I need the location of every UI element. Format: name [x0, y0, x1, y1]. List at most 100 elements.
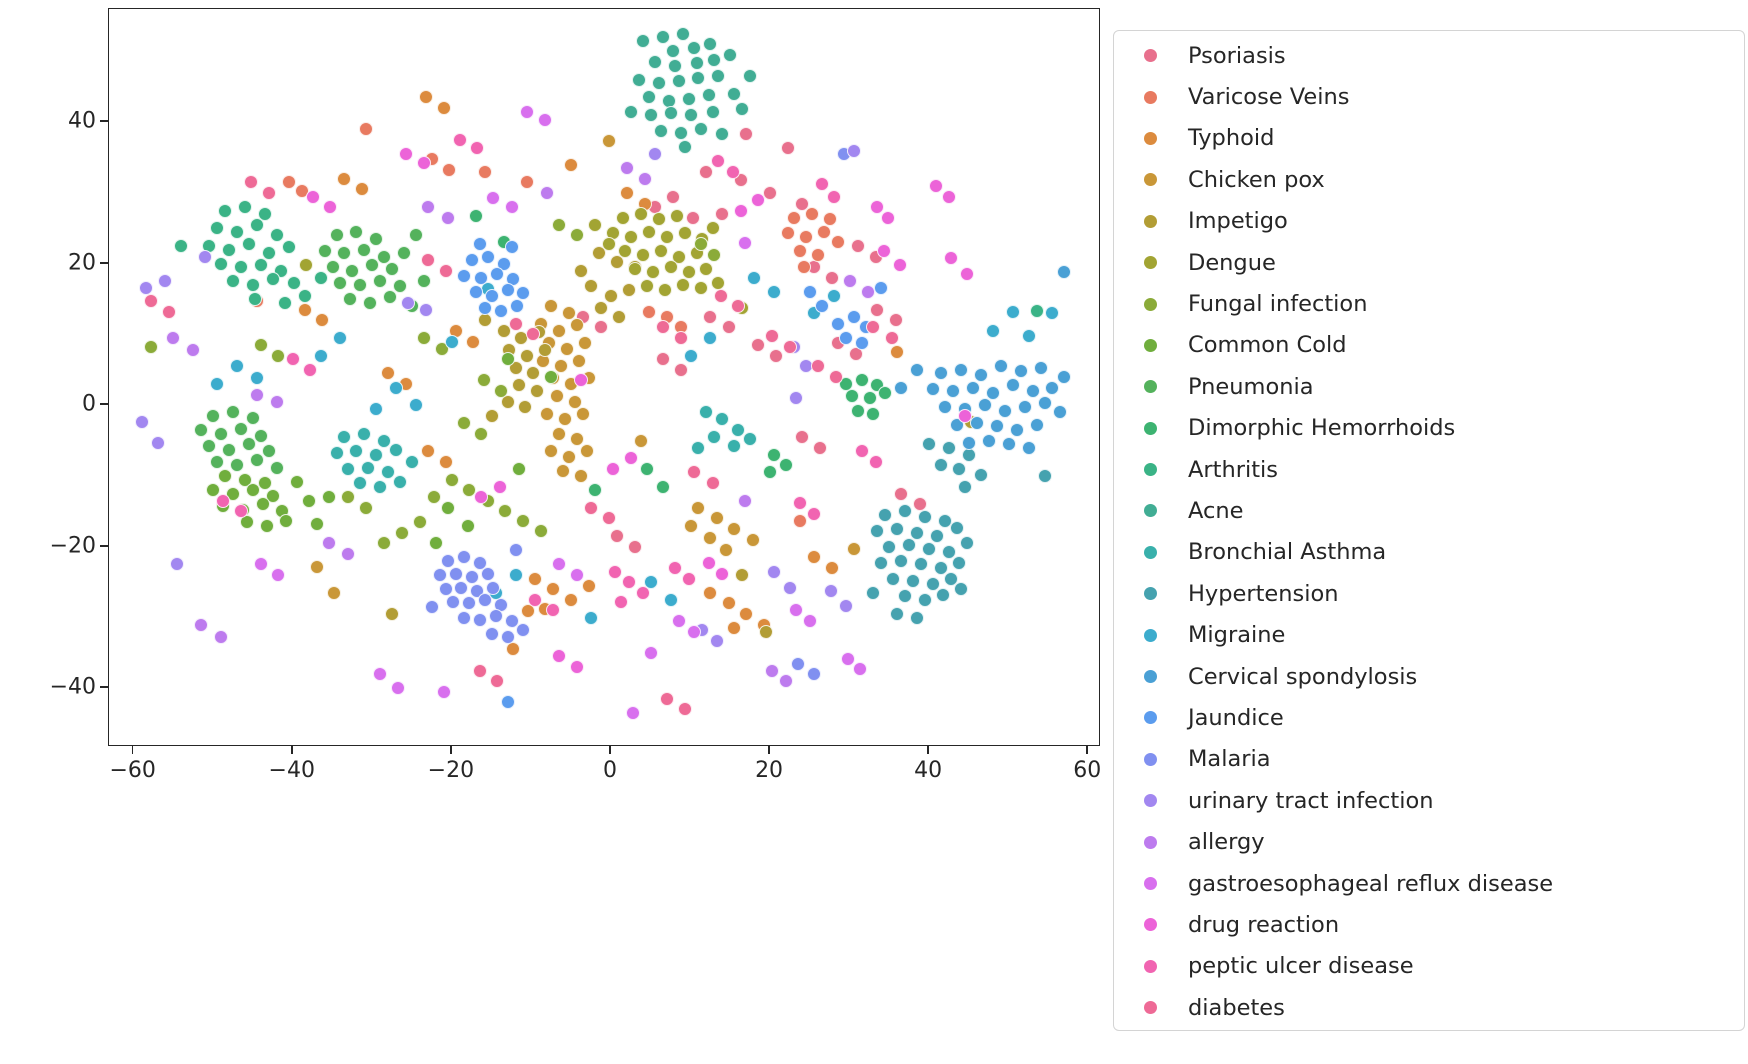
scatter-point: [866, 585, 881, 600]
scatter-point: [500, 352, 515, 367]
scatter-point: [242, 437, 256, 452]
scatter-point: [230, 458, 245, 473]
scatter-point: [474, 270, 489, 285]
scatter-point: [362, 295, 377, 310]
scatter-point: [642, 224, 657, 239]
scatter-point: [238, 472, 253, 487]
scatter-point: [910, 610, 925, 625]
legend-label: drug reaction: [1188, 911, 1340, 938]
legend-swatch-icon: [1144, 545, 1157, 559]
scatter-point: [960, 536, 975, 551]
scatter-point: [478, 592, 493, 607]
scatter-point: [454, 580, 469, 595]
scatter-point: [420, 444, 435, 459]
scatter-point: [892, 258, 907, 273]
scatter-point: [572, 353, 587, 368]
legend-label: Bronchial Asthma: [1188, 539, 1387, 566]
scatter-point: [516, 623, 531, 638]
scatter-point: [472, 556, 487, 571]
scatter-point: [850, 239, 865, 254]
x-tick-label: −40: [268, 758, 315, 783]
legend-item: Dengue: [1114, 242, 1744, 283]
scatter-point: [782, 580, 797, 595]
legend-label: Chicken pox: [1188, 166, 1325, 193]
scatter-point: [561, 306, 576, 321]
scatter-point: [797, 260, 812, 275]
scatter-point: [373, 667, 388, 682]
scatter-point: [417, 155, 432, 170]
scatter-point: [886, 571, 901, 586]
scatter-point: [973, 467, 988, 482]
scatter-point: [573, 373, 588, 388]
scatter-point: [671, 74, 686, 89]
scatter-point: [814, 177, 829, 192]
x-tick-label: −20: [427, 758, 475, 783]
scatter-point: [655, 320, 670, 335]
scatter-point: [540, 407, 555, 422]
scatter-point: [393, 279, 408, 294]
legend-item: Malaria: [1114, 739, 1744, 780]
scatter-point: [234, 421, 249, 436]
scatter-point: [397, 246, 412, 261]
scatter-point: [420, 253, 435, 268]
scatter-point: [249, 387, 264, 402]
scatter-point: [691, 71, 706, 86]
scatter-point: [287, 275, 302, 290]
scatter-point: [432, 568, 447, 583]
scatter-point: [715, 207, 730, 222]
scatter-point: [977, 398, 992, 413]
scatter-point: [253, 557, 268, 572]
scatter-point: [389, 442, 404, 457]
scatter-point: [898, 504, 913, 519]
scatter-point: [321, 490, 336, 505]
scatter-point: [504, 240, 519, 255]
scatter-point: [206, 483, 221, 498]
legend-label: Fungal infection: [1188, 291, 1368, 318]
scatter-point: [215, 493, 230, 508]
scatter-point: [1021, 440, 1036, 455]
scatter-point: [601, 134, 616, 149]
scatter-point: [492, 479, 507, 494]
legend-swatch-icon: [1144, 90, 1157, 104]
scatter-point: [277, 295, 292, 310]
scatter-point: [369, 401, 384, 416]
scatter-point: [635, 585, 650, 600]
scatter-point: [789, 391, 804, 406]
scatter-point: [934, 366, 949, 381]
scatter-point: [269, 228, 284, 243]
scatter-point: [202, 439, 217, 454]
scatter-point: [484, 626, 499, 641]
scatter-point: [381, 465, 396, 480]
scatter-point: [969, 415, 984, 430]
scatter-point: [960, 267, 975, 282]
scatter-point: [794, 430, 809, 445]
legend-label: Acne: [1188, 497, 1244, 524]
scatter-point: [635, 247, 650, 262]
scatter-point: [1021, 328, 1036, 343]
legend-item: Chicken pox: [1114, 159, 1744, 200]
scatter-point: [765, 328, 780, 343]
scatter-point: [683, 108, 698, 123]
scatter-point: [569, 568, 584, 583]
scatter-point: [894, 380, 909, 395]
scatter-point: [659, 691, 674, 706]
scatter-point: [623, 104, 638, 119]
scatter-point: [315, 313, 330, 328]
scatter-point: [918, 592, 933, 607]
legend-swatch-icon: [1144, 214, 1157, 228]
scatter-point: [805, 207, 820, 222]
scatter-point: [862, 391, 877, 406]
scatter-point: [953, 582, 968, 597]
scatter-point: [643, 108, 658, 123]
scatter-point: [444, 472, 459, 487]
scatter-point: [603, 288, 618, 303]
scatter-point: [655, 352, 670, 367]
scatter-point: [639, 279, 654, 294]
scatter-point: [377, 249, 392, 264]
legend-swatch-icon: [1144, 711, 1157, 725]
scatter-point: [214, 256, 229, 271]
scatter-point: [438, 582, 453, 597]
scatter-point: [882, 539, 897, 554]
scatter-point: [647, 147, 662, 162]
scatter-point: [226, 405, 241, 420]
